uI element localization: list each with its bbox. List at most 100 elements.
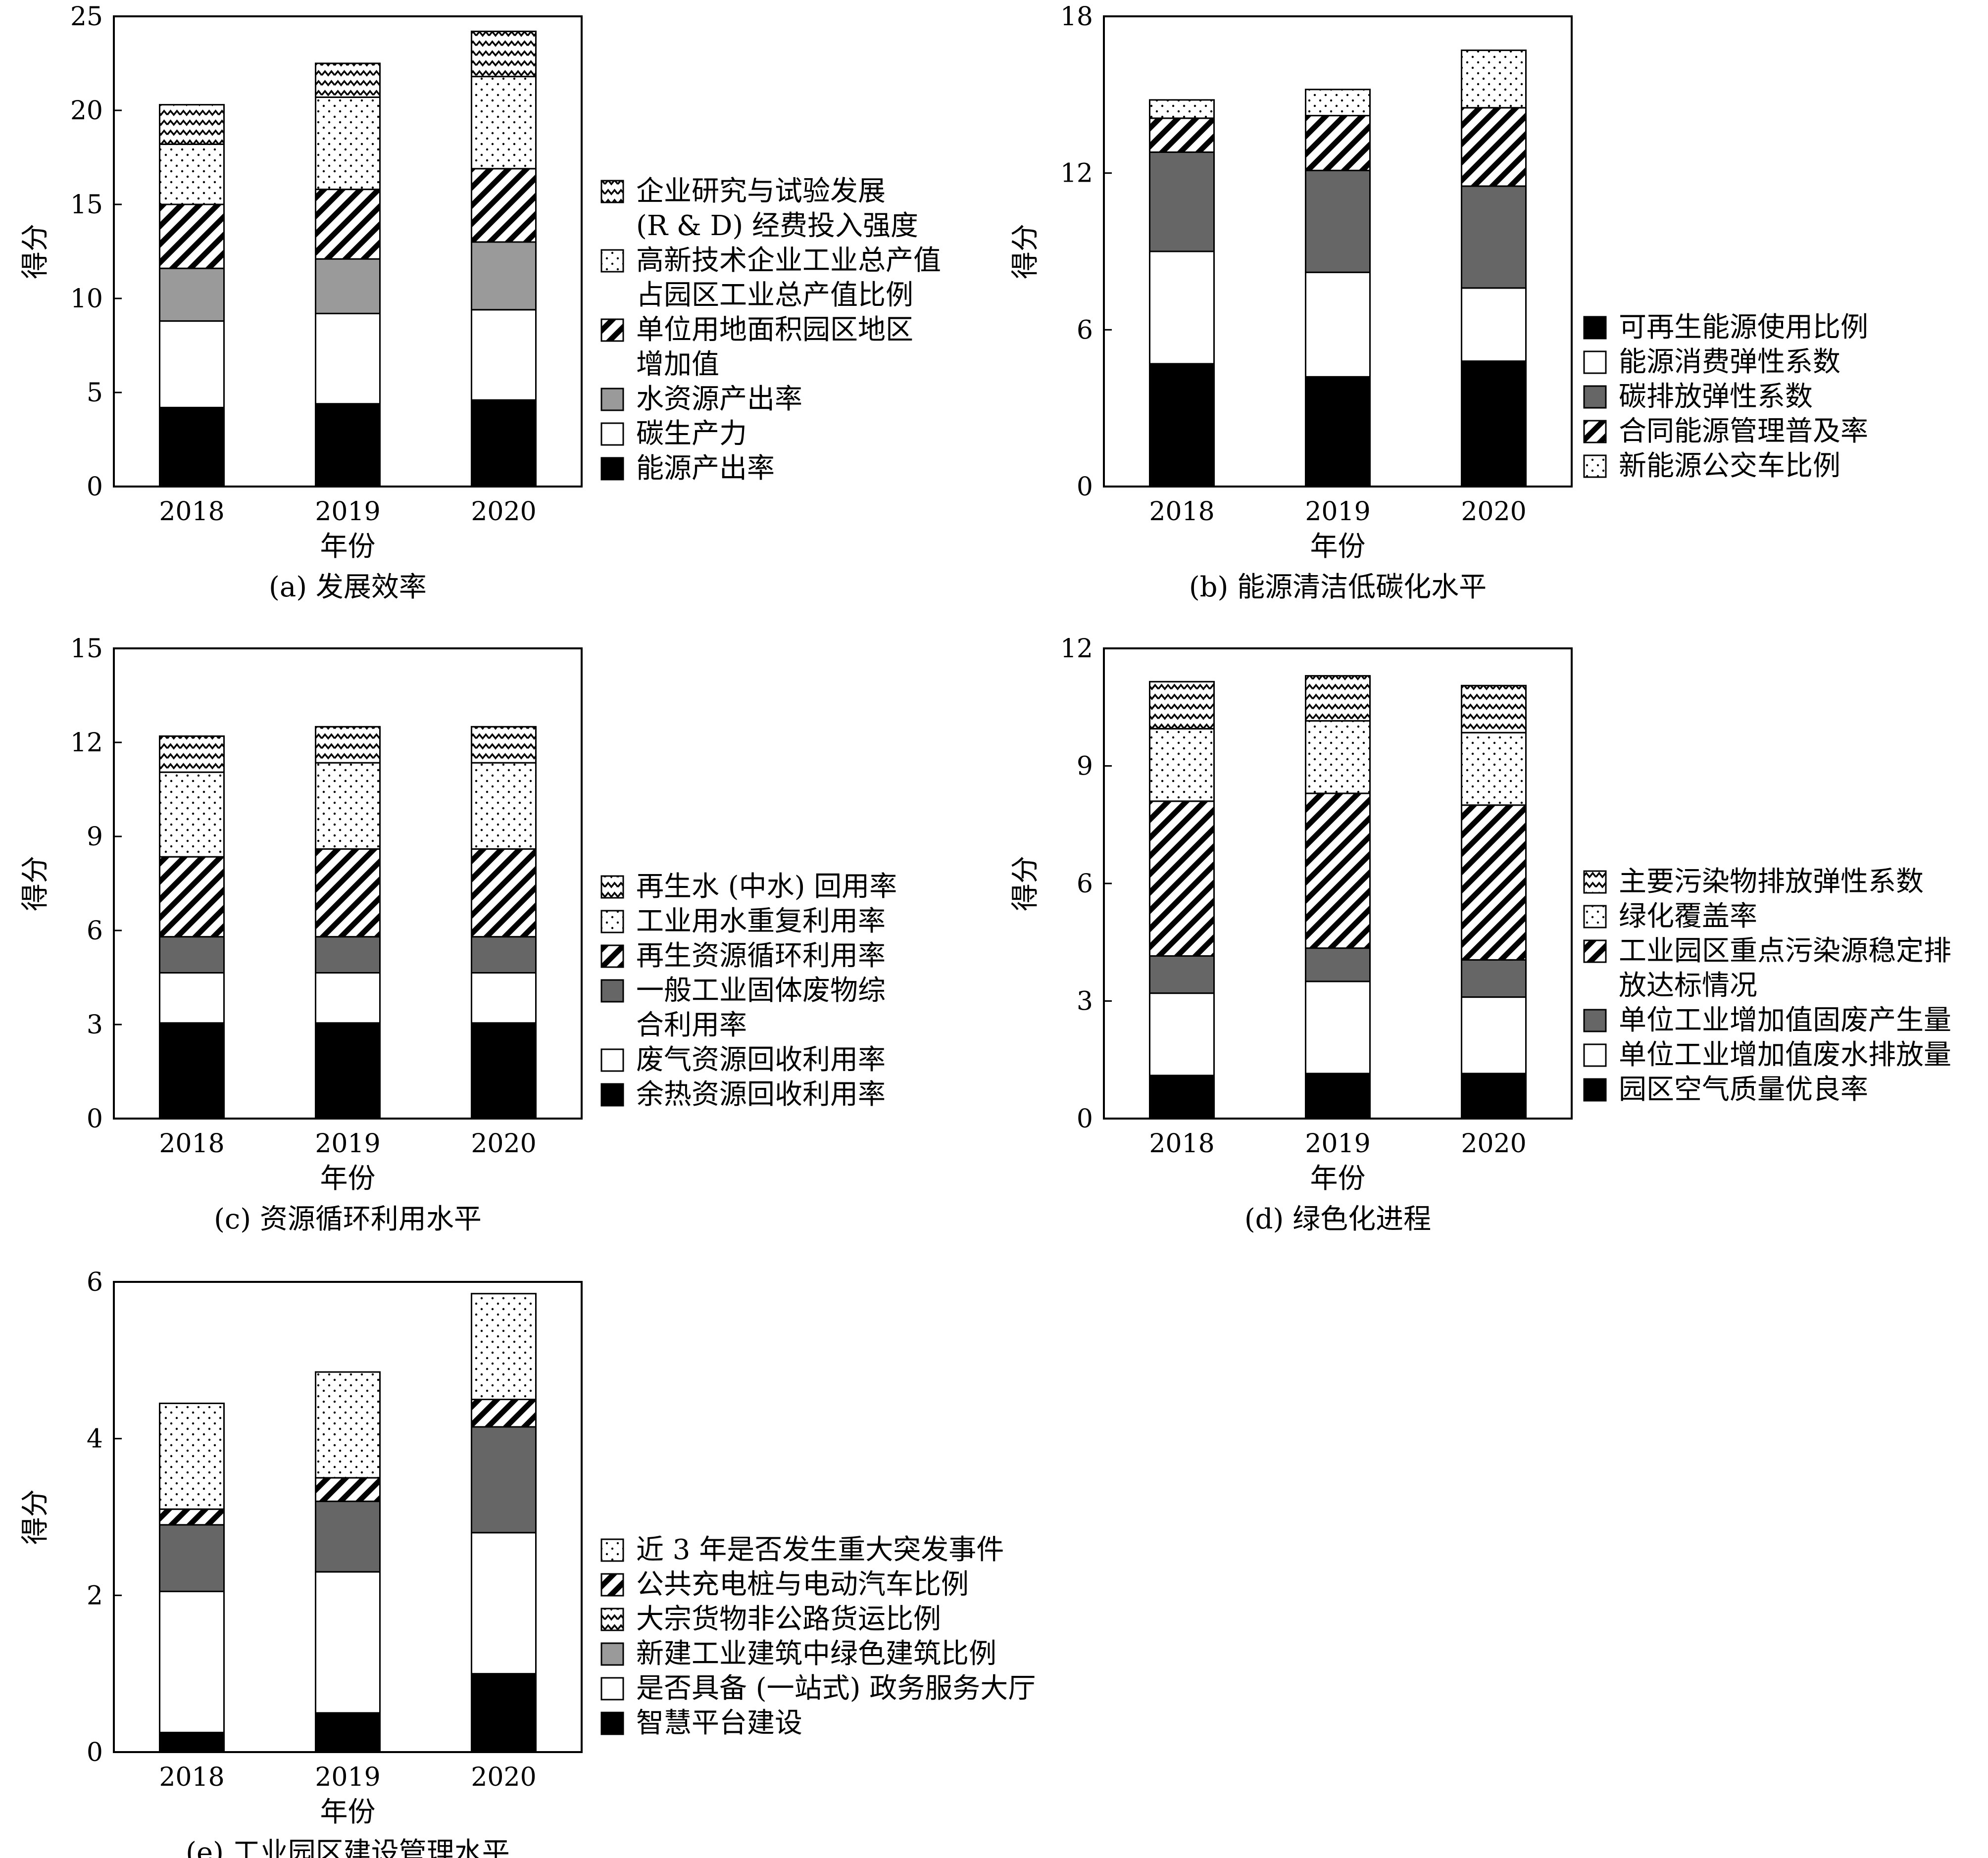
chart-panel-4: 0 3 6 9 12 2018 2019 2020 年份 得分 (d) 绿色化进程 主要污染物排放弹性… — [1009, 634, 1951, 1235]
bar-segment — [471, 399, 537, 488]
legend-entry-label: 余热资源回收利用率 — [636, 1078, 886, 1111]
x-tick-label: 2019 — [315, 497, 380, 527]
bar-segment — [471, 726, 537, 764]
panel-caption: (e) 工业园区建设管理水平 — [186, 1837, 510, 1858]
bar-segment — [1461, 287, 1527, 362]
bar-segment — [1149, 99, 1215, 119]
bar-segment — [1149, 728, 1215, 802]
legend: 近 3 年是否发生重大突发事件公共充电桩与电动汽车比例大宗货物非公路货运比例新建… — [600, 1534, 1036, 1739]
bar-segment — [315, 1022, 381, 1120]
legend-entry-label: 公共充电桩与电动汽车比例 — [636, 1568, 969, 1601]
legend-swatch — [600, 1538, 624, 1562]
y-tick-label: 0 — [87, 1738, 103, 1767]
x-tick-label: 2020 — [1461, 497, 1526, 527]
legend-entry-label: 大宗货物非公路货运比例 — [636, 1603, 941, 1635]
legend-swatch — [600, 1573, 624, 1597]
legend-swatch — [600, 457, 624, 481]
legend: 可再生能源使用比例能源消费弹性系数碳排放弹性系数合同能源管理普及率新能源公交车比… — [1583, 311, 1868, 482]
y-axis-label: 得分 — [19, 1489, 51, 1545]
bar-segment — [471, 1673, 537, 1753]
x-tick-label: 2018 — [159, 1129, 224, 1159]
x-axis-label: 年份 — [320, 1796, 376, 1828]
y-tick-label: 9 — [87, 822, 103, 852]
y-tick-label: 2 — [87, 1581, 103, 1611]
y-tick-label: 0 — [87, 1104, 103, 1134]
bar-segment — [159, 771, 225, 858]
x-tick-label: 2018 — [1149, 1129, 1214, 1159]
legend-swatch — [600, 979, 624, 1003]
y-tick-label: 3 — [87, 1010, 103, 1040]
x-tick-label: 2020 — [471, 1762, 536, 1792]
chart-panel-3: 0 3 6 9 12 15 2018 2019 2020 年份 得分 (c) 资源循环利用水平 再生水 … — [19, 634, 897, 1235]
bar-segment — [315, 936, 381, 974]
legend-swatch — [1583, 905, 1607, 929]
legend-entry-label: 合利用率 — [636, 1009, 747, 1041]
bar-segment — [159, 1524, 225, 1592]
legend-entry-label: 新能源公交车比例 — [1619, 450, 1840, 482]
bar-segment — [315, 312, 381, 405]
x-tick-label: 2020 — [471, 497, 536, 527]
bar-segment — [315, 1500, 381, 1573]
y-axis-label: 得分 — [19, 856, 51, 911]
legend-swatch — [1583, 350, 1607, 374]
chart-panel-5: 0 2 4 6 2018 2019 2020 年份 得分 (e) 工业园区建设管理水平 近 3 年是… — [19, 1268, 1036, 1858]
legend-entry-label: 智慧平台建设 — [636, 1707, 802, 1739]
bar-segment — [1461, 360, 1527, 488]
x-tick-label: 2019 — [1305, 497, 1370, 527]
x-tick-label: 2018 — [159, 497, 224, 527]
bar-segment — [1305, 115, 1371, 171]
bar-segment — [1149, 117, 1215, 153]
bar-segment — [471, 1022, 537, 1120]
bar-segment — [471, 762, 537, 850]
bar-segment — [1305, 376, 1371, 488]
bar-segment — [471, 168, 537, 243]
bar-segment — [315, 726, 381, 764]
bar-segment — [471, 1532, 537, 1675]
bar-segment — [1149, 800, 1215, 957]
legend-entry-label: 工业园区重点污染源稳定排 — [1619, 935, 1951, 967]
legend-swatch — [600, 875, 624, 899]
y-tick-label: 20 — [70, 96, 103, 126]
bar-segment — [159, 972, 225, 1024]
legend-entry-label: 增加值 — [636, 348, 719, 381]
bar-segment — [1461, 959, 1527, 998]
legend-entry-label: 再生资源循环利用率 — [636, 940, 886, 972]
y-tick-label: 15 — [70, 190, 103, 220]
y-tick-label: 12 — [1060, 634, 1093, 664]
x-tick-label: 2018 — [1149, 497, 1214, 527]
y-tick-label: 12 — [70, 728, 103, 758]
legend-swatch — [1583, 939, 1607, 963]
y-tick-label: 6 — [1077, 869, 1093, 899]
bar-segment — [1305, 792, 1371, 949]
legend-swatch — [1583, 870, 1607, 894]
panel-caption: (c) 资源循环利用水平 — [214, 1203, 482, 1235]
legend-swatch — [600, 1608, 624, 1631]
legend-entry-label: 绿化覆盖率 — [1619, 900, 1757, 932]
legend-entry-label: 占园区工业总产值比例 — [636, 279, 913, 311]
legend-swatch — [600, 388, 624, 411]
legend-swatch — [1583, 454, 1607, 478]
legend-entry-label: 水资源产出率 — [636, 383, 802, 415]
legend-entry-label: 单位用地面积园区地区 — [636, 314, 913, 346]
legend-entry-label: 企业研究与试验发展 — [636, 175, 886, 207]
legend-swatch — [1583, 316, 1607, 340]
y-tick-label: 18 — [1060, 2, 1093, 32]
bar-segment — [159, 406, 225, 488]
legend-entry-label: 能源产出率 — [636, 452, 775, 485]
legend-swatch — [600, 249, 624, 273]
legend-entry-label: 单位工业增加值废水排放量 — [1619, 1039, 1951, 1071]
legend-entry-label: (R & D) 经费投入强度 — [636, 210, 918, 242]
legend-entry-label: 废气资源回收利用率 — [636, 1044, 886, 1076]
bar-segment — [315, 848, 381, 938]
bar-segment — [1461, 49, 1527, 109]
bar-segment — [471, 972, 537, 1024]
legend-swatch — [1583, 1078, 1607, 1102]
y-tick-label: 0 — [1077, 472, 1093, 502]
bar-segment — [1149, 681, 1215, 730]
legend-swatch — [600, 1642, 624, 1666]
panel-caption: (d) 绿色化进程 — [1244, 1203, 1431, 1235]
legend-swatch — [1583, 385, 1607, 409]
x-tick-label: 2018 — [159, 1762, 224, 1792]
legend-entry-label: 碳生产力 — [636, 418, 747, 450]
bar-segment — [1461, 685, 1527, 733]
